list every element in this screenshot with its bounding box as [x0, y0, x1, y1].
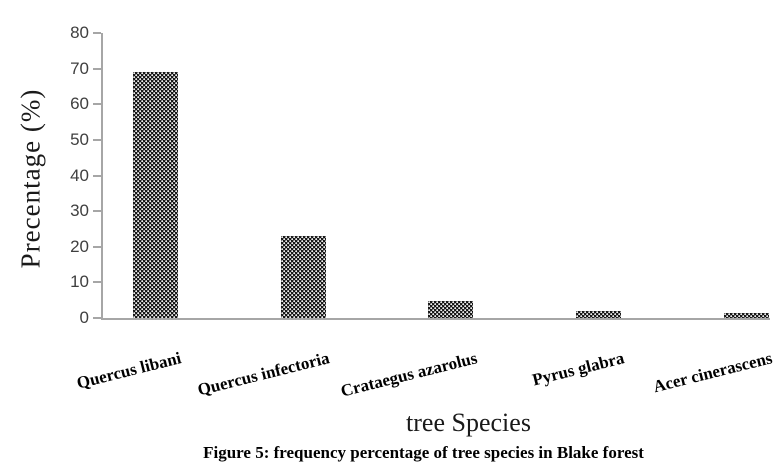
- x-axis-title: tree Species: [406, 408, 531, 437]
- y-tick-label: 30: [70, 201, 89, 221]
- y-tick-mark: [93, 67, 101, 70]
- y-tick-label: 40: [70, 165, 89, 185]
- y-axis-title: Precentage (%): [15, 88, 46, 269]
- bar-quercus-infectoria: [280, 236, 326, 318]
- y-tick-mark: [93, 245, 101, 248]
- y-tick-label: 60: [70, 94, 89, 114]
- x-category-label-quercus-libani: Quercus libani: [74, 348, 184, 393]
- y-tick-mark: [93, 317, 101, 319]
- figure-caption: Figure 5: frequency percentage of tree s…: [203, 443, 644, 462]
- y-tick-label: 80: [70, 23, 89, 42]
- bar-crataegus-azarolus: [428, 301, 473, 318]
- y-tick-mark: [93, 210, 101, 213]
- y-tick-label: 50: [70, 129, 89, 149]
- y-tick-mark: [93, 103, 101, 106]
- x-category-label-acer-cinerascens: Acer cinerascens: [651, 348, 775, 397]
- y-tick-label: 10: [70, 272, 89, 292]
- bar-quercus-libani: [132, 72, 178, 318]
- bar-pyrus-glabra: [575, 311, 621, 318]
- y-tick-mark: [93, 281, 101, 284]
- x-category-label-pyrus-glabra: Pyrus glabra: [530, 348, 627, 390]
- y-tick-mark: [93, 32, 101, 34]
- y-tick-label: 70: [70, 58, 89, 78]
- y-tick-label: 0: [79, 308, 89, 327]
- y-tick-mark: [93, 174, 101, 177]
- bar-acer-cinerascens: [723, 313, 769, 318]
- y-tick-mark: [93, 138, 101, 141]
- x-category-label-quercus-infectoria: Quercus infectoria: [195, 348, 332, 400]
- plot-area: 0 10 20 30 40 50 60 70 80 Quercus libani Quercus …: [70, 23, 774, 401]
- x-category-label-crataegus-azarolus: Crataegus azarolus: [338, 348, 479, 401]
- y-tick-label: 20: [70, 236, 89, 256]
